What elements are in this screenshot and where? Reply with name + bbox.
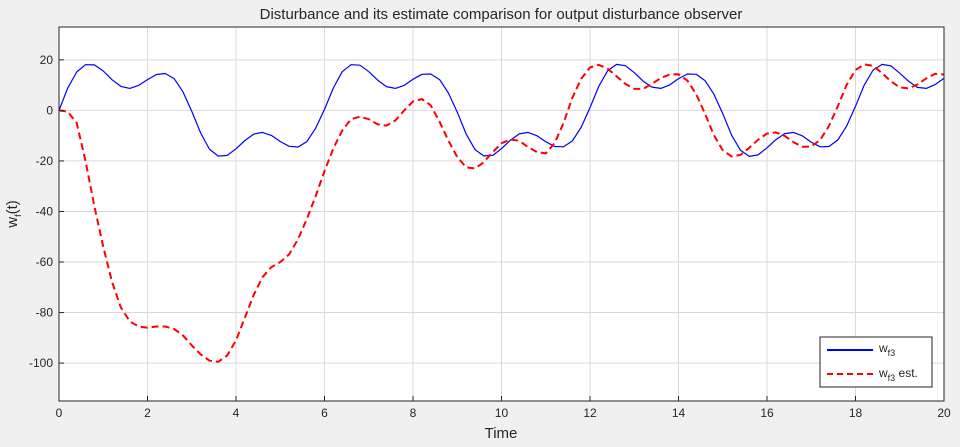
x-axis-label: Time bbox=[485, 425, 518, 442]
x-tick-label: 2 bbox=[144, 406, 151, 420]
legend-label-wf3: wf3 bbox=[878, 341, 895, 358]
series-layer bbox=[58, 63, 945, 363]
y-tick-label: -80 bbox=[36, 306, 54, 320]
x-ticks: 0 2 4 6 8 10 12 14 16 18 20 bbox=[56, 396, 951, 420]
legend-label-wf3-est: wf3 est. bbox=[878, 366, 918, 383]
y-tick-label: 20 bbox=[40, 53, 54, 67]
x-tick-label: 0 bbox=[56, 406, 63, 420]
x-tick-label: 18 bbox=[849, 406, 863, 420]
series-line-wf3-est bbox=[58, 63, 945, 363]
legend: wf3 wf3 est. bbox=[819, 336, 933, 388]
x-tick-label: 6 bbox=[321, 406, 328, 420]
y-tick-label: -40 bbox=[36, 204, 54, 218]
y-tick-label: -100 bbox=[29, 356, 53, 370]
y-axis-label: wf(t) bbox=[4, 200, 23, 229]
x-tick-label: 12 bbox=[583, 406, 597, 420]
y-tick-label: -60 bbox=[36, 255, 54, 269]
chart-title: Disturbance and its estimate comparison … bbox=[260, 6, 743, 23]
y-tick-label: -20 bbox=[36, 154, 54, 168]
legend-box bbox=[819, 336, 933, 388]
x-tick-label: 10 bbox=[495, 406, 509, 420]
y-tick-label: 0 bbox=[46, 103, 53, 117]
y-ticks: -100 -80 -60 -40 -20 0 20 bbox=[29, 53, 64, 370]
x-tick-label: 16 bbox=[760, 406, 774, 420]
y-axis-label-sub: f bbox=[13, 214, 23, 217]
series-line-wf3 bbox=[58, 63, 945, 157]
x-tick-label: 4 bbox=[233, 406, 240, 420]
y-axis-label-suffix: (t) bbox=[4, 200, 21, 214]
y-axis-label-main: w bbox=[4, 217, 21, 229]
x-tick-label: 8 bbox=[410, 406, 417, 420]
x-tick-label: 14 bbox=[672, 406, 686, 420]
x-tick-label: 20 bbox=[937, 406, 951, 420]
